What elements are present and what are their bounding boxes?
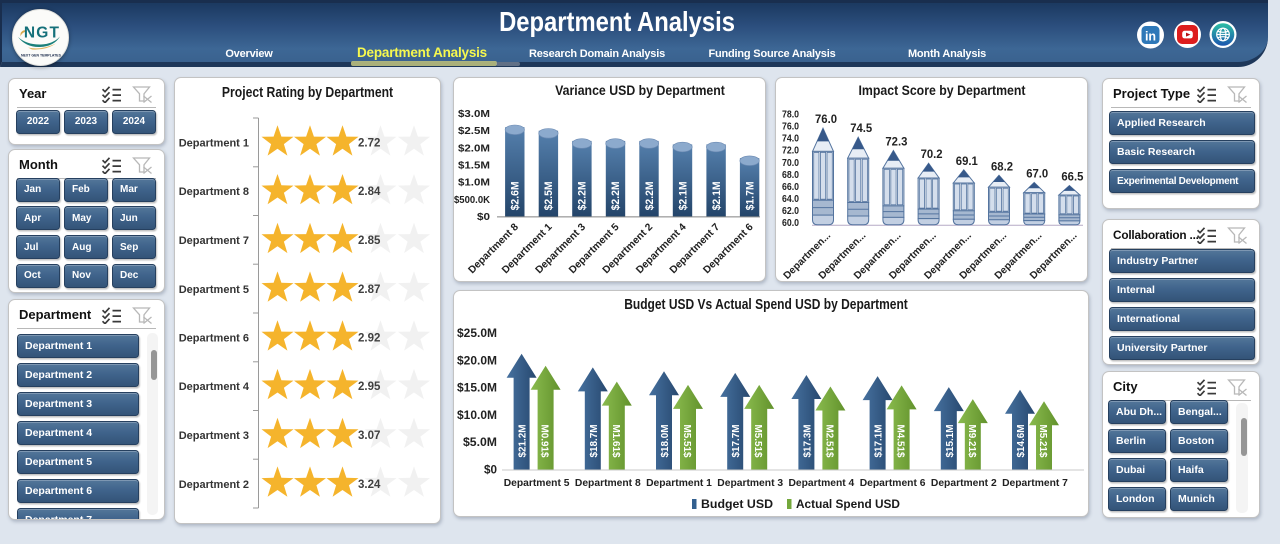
- svg-text:M5.51$: M5.51$: [752, 425, 764, 458]
- svg-text:2.84: 2.84: [358, 186, 381, 198]
- svg-text:M9.21$: M9.21$: [966, 425, 978, 458]
- svg-text:66.5: 66.5: [1061, 170, 1083, 184]
- svg-text:76.0: 76.0: [815, 112, 837, 126]
- svg-text:$15.1M: $15.1M: [944, 424, 956, 457]
- svg-text:M5.21$: M5.21$: [1037, 425, 1049, 458]
- svg-text:$2.1M: $2.1M: [711, 181, 723, 210]
- svg-text:NEXT GEN TEMPLATES: NEXT GEN TEMPLATES: [21, 53, 61, 58]
- svg-text:$2.5M: $2.5M: [458, 125, 490, 137]
- svg-text:72.3: 72.3: [885, 135, 907, 149]
- svg-text:$0: $0: [484, 463, 497, 477]
- svg-text:Department 4: Department 4: [788, 478, 854, 489]
- svg-text:$15.0M: $15.0M: [457, 381, 497, 395]
- svg-text:M2.51$: M2.51$: [823, 425, 835, 458]
- svg-text:69.1: 69.1: [956, 154, 978, 168]
- svg-text:Department 5: Department 5: [504, 478, 570, 489]
- svg-text:62.0: 62.0: [782, 205, 799, 217]
- svg-text:$2.2M: $2.2M: [610, 181, 622, 210]
- svg-text:$25.0M: $25.0M: [457, 326, 497, 340]
- svg-text:$21.2M: $21.2M: [517, 424, 529, 457]
- svg-text:68.0: 68.0: [782, 169, 799, 181]
- svg-text:Department 4: Department 4: [179, 381, 250, 393]
- svg-text:$2.2M: $2.2M: [644, 181, 656, 210]
- svg-text:$0: $0: [477, 211, 490, 223]
- svg-text:74.5: 74.5: [850, 121, 872, 135]
- svg-text:60.0: 60.0: [782, 217, 799, 229]
- svg-text:$3.0M: $3.0M: [458, 108, 490, 120]
- svg-text:Department 7: Department 7: [1002, 478, 1068, 489]
- svg-text:Department 3: Department 3: [717, 478, 783, 489]
- svg-text:67.0: 67.0: [1026, 167, 1048, 181]
- svg-text:$5.0M: $5.0M: [463, 435, 497, 449]
- svg-text:$2.1M: $2.1M: [677, 181, 689, 210]
- svg-text:70.2: 70.2: [921, 147, 943, 161]
- svg-text:Budget USD: Budget USD: [701, 499, 773, 511]
- svg-text:$18.0M: $18.0M: [659, 424, 671, 457]
- svg-text:Department 2: Department 2: [179, 479, 249, 491]
- svg-text:Department 6: Department 6: [860, 478, 926, 489]
- svg-text:Department 2: Department 2: [931, 478, 997, 489]
- svg-text:$500.0K: $500.0K: [454, 194, 490, 206]
- svg-text:3.24: 3.24: [358, 479, 381, 491]
- svg-text:68.2: 68.2: [991, 159, 1013, 173]
- svg-text:Department 3: Department 3: [179, 430, 249, 442]
- svg-text:$1.0M: $1.0M: [458, 177, 490, 189]
- svg-text:M5.51$: M5.51$: [681, 425, 693, 458]
- svg-text:$2.5M: $2.5M: [543, 181, 555, 210]
- svg-text:$17.7M: $17.7M: [730, 424, 742, 457]
- svg-text:74.0: 74.0: [782, 133, 799, 145]
- svg-text:2.87: 2.87: [358, 284, 380, 296]
- svg-text:$18.7M: $18.7M: [588, 424, 600, 457]
- svg-text:76.0: 76.0: [782, 121, 799, 133]
- svg-text:Department 5: Department 5: [179, 284, 249, 296]
- svg-text:Actual Spend USD: Actual Spend USD: [796, 499, 900, 511]
- svg-text:M1.61$: M1.61$: [610, 425, 622, 458]
- svg-text:Department 7: Department 7: [179, 235, 249, 247]
- svg-text:2.95: 2.95: [358, 381, 381, 393]
- svg-text:$17.3M: $17.3M: [801, 424, 813, 457]
- svg-text:NGT: NGT: [24, 25, 60, 42]
- svg-text:78.0: 78.0: [782, 109, 799, 121]
- svg-text:$1.5M: $1.5M: [458, 160, 490, 172]
- svg-text:$2.2M: $2.2M: [577, 181, 589, 210]
- svg-text:2.92: 2.92: [358, 333, 380, 345]
- svg-text:3.07: 3.07: [358, 430, 380, 442]
- svg-text:M0.91$: M0.91$: [539, 425, 551, 458]
- svg-text:Department 1: Department 1: [646, 478, 712, 489]
- svg-text:2.72: 2.72: [358, 138, 380, 150]
- svg-text:$2.0M: $2.0M: [458, 142, 490, 154]
- svg-text:72.0: 72.0: [782, 145, 799, 157]
- svg-text:$2.6M: $2.6M: [510, 181, 522, 210]
- svg-text:$10.0M: $10.0M: [457, 408, 497, 422]
- svg-text:70.0: 70.0: [782, 157, 799, 169]
- svg-text:Department 6: Department 6: [179, 333, 249, 345]
- svg-text:66.0: 66.0: [782, 181, 799, 193]
- svg-text:Department 8: Department 8: [179, 186, 249, 198]
- svg-text:Department 1: Department 1: [179, 138, 249, 150]
- svg-text:Department 8: Department 8: [575, 478, 641, 489]
- svg-text:$20.0M: $20.0M: [457, 353, 497, 367]
- svg-text:64.0: 64.0: [782, 193, 799, 205]
- svg-text:M4.51$: M4.51$: [895, 425, 907, 458]
- svg-text:2.85: 2.85: [358, 235, 381, 247]
- svg-text:$14.6M: $14.6M: [1015, 424, 1027, 457]
- svg-text:$17.1M: $17.1M: [873, 424, 885, 457]
- svg-text:$1.7M: $1.7M: [744, 181, 756, 210]
- svg-text:in: in: [1145, 30, 1156, 44]
